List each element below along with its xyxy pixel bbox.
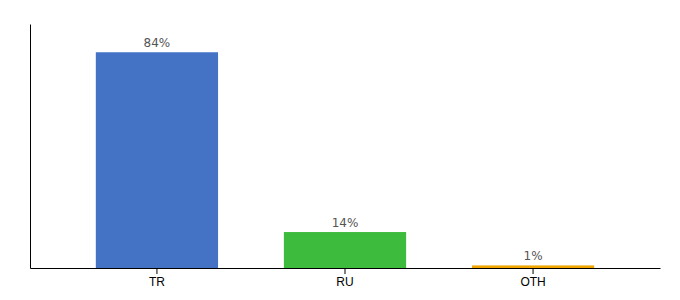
x-tick: OTH bbox=[520, 268, 545, 289]
x-tick: TR bbox=[149, 268, 165, 289]
x-axis: TR RU OTH bbox=[31, 268, 661, 289]
chart-svg: TR RU OTH 84% 14% 1% bbox=[0, 0, 680, 300]
x-tick-mark bbox=[345, 268, 346, 274]
x-tick-label: TR bbox=[149, 275, 165, 289]
bar bbox=[96, 52, 218, 268]
y-axis bbox=[30, 25, 31, 269]
bar bbox=[472, 265, 594, 268]
y-axis-line bbox=[30, 25, 31, 269]
bars bbox=[96, 52, 594, 268]
x-tick-mark bbox=[156, 268, 157, 274]
x-tick-mark bbox=[533, 268, 534, 274]
data-label: 1% bbox=[524, 249, 543, 263]
x-tick: RU bbox=[336, 268, 353, 289]
x-tick-label: OTH bbox=[520, 275, 545, 289]
plot-area: TR RU OTH 84% 14% 1% bbox=[31, 25, 661, 289]
chart-container: TR RU OTH 84% 14% 1% bbox=[0, 0, 680, 300]
data-label: 84% bbox=[144, 36, 171, 50]
bar bbox=[284, 232, 406, 268]
x-tick-label: RU bbox=[336, 275, 353, 289]
data-label: 14% bbox=[332, 216, 359, 230]
data-labels: 84% 14% 1% bbox=[144, 36, 543, 263]
